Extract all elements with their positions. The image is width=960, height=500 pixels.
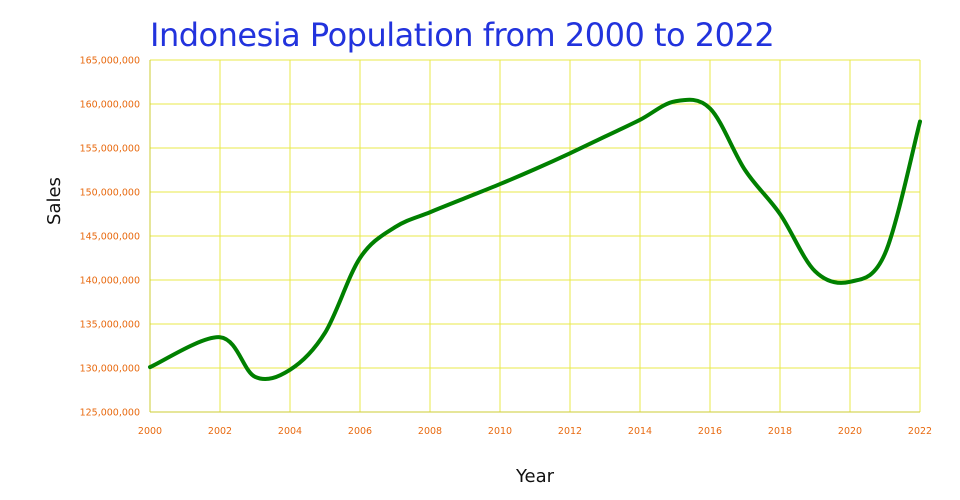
chart-title: Indonesia Population from 2000 to 2022 (150, 16, 775, 54)
x-tick-label: 2006 (348, 426, 372, 437)
x-axis-ticks: 2000 2002 2004 2006 2008 2010 2012 2014 2016 2018… (138, 426, 932, 437)
data-point (708, 106, 712, 110)
y-tick-label: 135,000,000 (80, 320, 140, 331)
data-point (813, 269, 817, 273)
x-tick-label: 2014 (628, 426, 652, 437)
y-tick-label: 165,000,000 (80, 56, 140, 67)
data-point (253, 375, 257, 379)
y-tick-label: 150,000,000 (80, 188, 140, 199)
x-tick-label: 2022 (908, 426, 932, 437)
data-point (743, 168, 747, 172)
x-tick-label: 2012 (558, 426, 582, 437)
y-axis-ticks: 125,000,000 130,000,000 135,000,000 140,000… (80, 56, 140, 419)
x-tick-label: 2020 (838, 426, 862, 437)
data-point (148, 365, 152, 369)
x-tick-label: 2000 (138, 426, 162, 437)
y-tick-label: 125,000,000 (80, 408, 140, 419)
data-point (463, 196, 467, 200)
data-point (323, 331, 327, 335)
y-tick-label: 155,000,000 (80, 144, 140, 155)
data-point (498, 182, 502, 186)
data-point (218, 335, 222, 339)
data-point (533, 167, 537, 171)
y-tick-label: 140,000,000 (80, 276, 140, 287)
data-point (918, 120, 922, 124)
x-tick-label: 2004 (278, 426, 302, 437)
data-point (358, 256, 362, 260)
data-point (603, 135, 607, 139)
data-point (638, 118, 642, 122)
y-axis-label: Sales (44, 177, 65, 225)
data-point (393, 225, 397, 229)
x-tick-label: 2018 (768, 426, 792, 437)
x-tick-label: 2016 (698, 426, 722, 437)
data-point (883, 252, 887, 256)
data-point (778, 212, 782, 216)
data-point (568, 151, 572, 155)
series-group (148, 97, 922, 382)
x-tick-label: 2002 (208, 426, 232, 437)
data-point (288, 368, 292, 372)
y-tick-label: 130,000,000 (80, 364, 140, 375)
x-tick-label: 2008 (418, 426, 442, 437)
data-point (428, 210, 432, 214)
data-point (848, 280, 852, 284)
y-tick-label: 145,000,000 (80, 232, 140, 243)
data-point (673, 99, 677, 103)
series-line (148, 97, 922, 382)
y-tick-label: 160,000,000 (80, 100, 140, 111)
x-axis-label: Year (515, 466, 555, 487)
grid (149, 59, 921, 413)
x-tick-label: 2010 (488, 426, 512, 437)
